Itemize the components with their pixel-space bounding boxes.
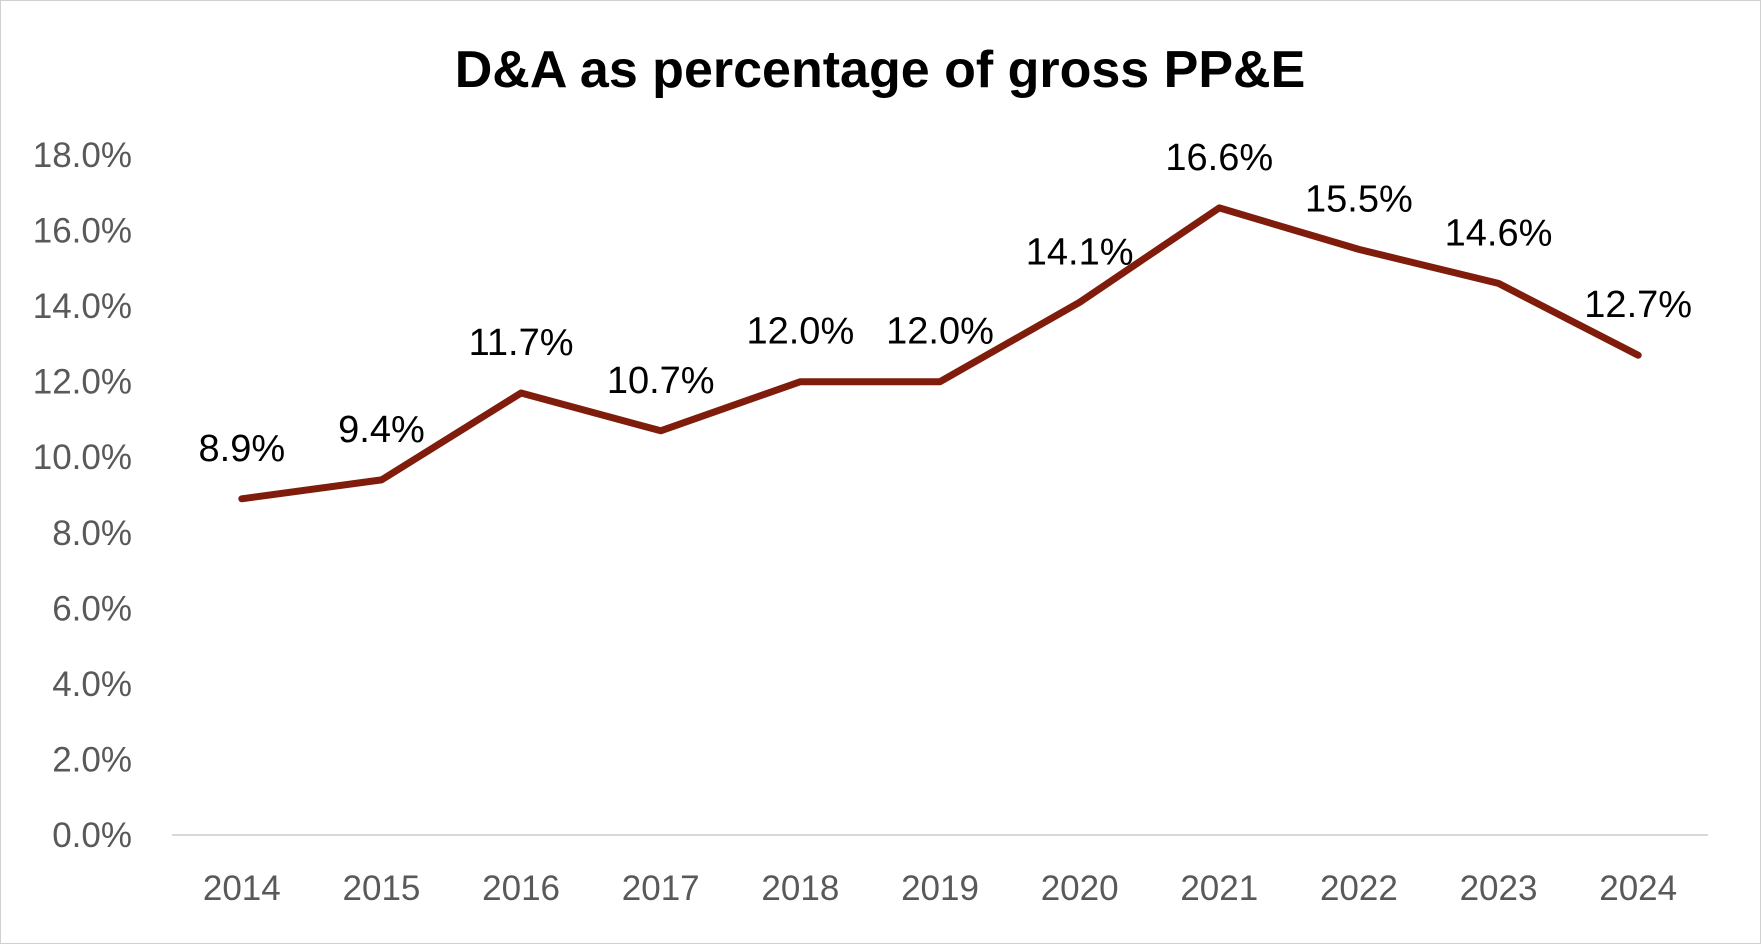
x-tick-label: 2017 bbox=[622, 869, 700, 908]
data-labels: 8.9% 9.4% 11.7% 10.7% 12.0% 12.0% 14.1% 16.6% 15… bbox=[199, 137, 1693, 470]
x-tick-label: 2022 bbox=[1320, 869, 1398, 908]
data-label: 12.0% bbox=[746, 311, 854, 353]
y-tick-label: 2.0% bbox=[52, 740, 132, 779]
y-tick-label: 8.0% bbox=[52, 514, 132, 553]
y-tick-label: 4.0% bbox=[52, 665, 132, 704]
data-label: 14.1% bbox=[1026, 231, 1134, 273]
y-tick-label: 6.0% bbox=[52, 589, 132, 628]
y-axis: 0.0% 2.0% 4.0% 6.0% 8.0% 10.0% 12.0% 14.0% 16.0%… bbox=[33, 136, 132, 855]
x-tick-label: 2020 bbox=[1041, 869, 1119, 908]
x-tick-label: 2021 bbox=[1180, 869, 1258, 908]
data-label: 16.6% bbox=[1165, 137, 1273, 179]
x-axis: 2014 2015 2016 2017 2018 2019 2020 2021 2022 2023… bbox=[203, 869, 1677, 908]
data-label: 10.7% bbox=[607, 360, 715, 402]
chart-title: D&A as percentage of gross PP&E bbox=[455, 41, 1306, 99]
data-label: 15.5% bbox=[1305, 178, 1413, 220]
series-line bbox=[238, 204, 1642, 503]
y-tick-label: 14.0% bbox=[33, 287, 132, 326]
x-tick-label: 2016 bbox=[482, 869, 560, 908]
y-tick-label: 10.0% bbox=[33, 438, 132, 477]
y-tick-label: 16.0% bbox=[33, 212, 132, 251]
y-tick-label: 18.0% bbox=[33, 136, 132, 175]
data-label: 9.4% bbox=[338, 409, 425, 451]
y-tick-label: 12.0% bbox=[33, 363, 132, 402]
data-label: 11.7% bbox=[469, 322, 574, 364]
data-label: 12.7% bbox=[1584, 284, 1692, 326]
x-tick-label: 2019 bbox=[901, 869, 979, 908]
x-tick-label: 2023 bbox=[1460, 869, 1538, 908]
data-label: 12.0% bbox=[886, 311, 994, 353]
x-tick-label: 2015 bbox=[343, 869, 421, 908]
x-tick-label: 2014 bbox=[203, 869, 281, 908]
data-label: 8.9% bbox=[199, 428, 286, 470]
data-label: 14.6% bbox=[1445, 212, 1553, 254]
x-tick-label: 2018 bbox=[761, 869, 839, 908]
x-tick-label: 2024 bbox=[1599, 869, 1677, 908]
y-tick-label: 0.0% bbox=[52, 816, 132, 855]
